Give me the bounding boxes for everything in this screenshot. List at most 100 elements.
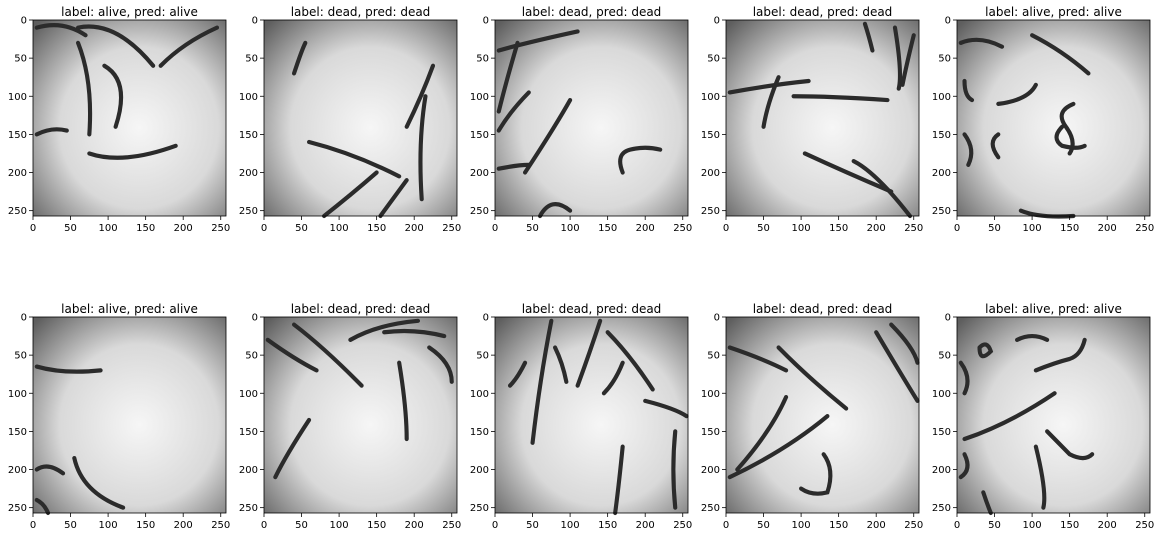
x-tick-label: 0 — [723, 520, 729, 531]
worm — [75, 40, 93, 137]
worm — [34, 464, 66, 476]
y-tick-label: 200 — [701, 168, 720, 179]
worm — [158, 25, 220, 68]
y-tick-label: 100 — [8, 92, 27, 103]
worm — [1033, 337, 1087, 373]
image-panel: label: alive, pred: alive 0 50 100 150 200 250… — [932, 302, 1154, 531]
micrograph — [957, 20, 1150, 216]
x-tick-label: 200 — [1098, 520, 1117, 531]
worm — [618, 145, 663, 175]
y-tick-label: 150 — [239, 130, 258, 141]
x-tick-label: 100 — [792, 223, 811, 234]
worm — [418, 94, 428, 202]
worm — [378, 178, 409, 219]
y-tick-label: 250 — [8, 206, 27, 217]
worm — [613, 444, 625, 516]
x-tick-label: 100 — [561, 520, 580, 531]
worm-layer — [958, 333, 1095, 516]
x-tick-label: 200 — [174, 223, 193, 234]
y-tick-label: 50 — [476, 351, 489, 362]
y-tick-label: 200 — [932, 465, 951, 476]
x-tick-label: 50 — [757, 520, 770, 531]
y-tick-label: 250 — [932, 503, 951, 514]
micrograph — [495, 20, 688, 216]
x-tick-label: 150 — [598, 520, 617, 531]
image-panel: label: alive, pred: alive 0 50 100 150 200 250… — [8, 5, 230, 234]
axes-frame — [725, 19, 920, 217]
y-tick-label: 150 — [701, 130, 720, 141]
axes-frame — [956, 316, 1151, 514]
panel-title: label: dead, pred: dead — [522, 5, 662, 19]
y-tick-label: 150 — [470, 427, 489, 438]
x-tick-label: 200 — [405, 520, 424, 531]
x-tick-label: 100 — [99, 520, 118, 531]
y-tick-label: 0 — [252, 16, 258, 27]
y-tick-label: 200 — [470, 168, 489, 179]
panel-title: label: alive, pred: alive — [985, 5, 1122, 19]
worm — [900, 33, 916, 87]
worm — [996, 82, 1038, 106]
y-tick-label: 0 — [945, 16, 951, 27]
x-tick-label: 250 — [442, 223, 461, 234]
x-tick-label: 50 — [64, 520, 77, 531]
x-tick-label: 150 — [136, 223, 155, 234]
panel-title: label: alive, pred: alive — [985, 302, 1122, 316]
y-tick-label: 250 — [470, 206, 489, 217]
x-tick-label: 250 — [673, 520, 692, 531]
worm — [75, 24, 156, 68]
worm — [1015, 333, 1050, 342]
y-tick-label: 0 — [483, 16, 489, 27]
worm — [265, 337, 319, 373]
worm — [1033, 444, 1047, 510]
y-tick-label: 200 — [470, 465, 489, 476]
worm — [522, 97, 573, 175]
x-tick-label: 200 — [405, 223, 424, 234]
x-tick-label: 150 — [367, 223, 386, 234]
x-tick-label: 0 — [954, 223, 960, 234]
y-tick-label: 200 — [8, 168, 27, 179]
x-tick-label: 200 — [174, 520, 193, 531]
x-tick-label: 150 — [367, 520, 386, 531]
y-tick-label: 150 — [8, 427, 27, 438]
x-tick-label: 250 — [904, 223, 923, 234]
axes-frame — [494, 316, 689, 514]
y-tick-label: 250 — [932, 206, 951, 217]
y-tick-label: 50 — [707, 54, 720, 65]
axes-frame — [32, 19, 227, 217]
y-tick-label: 150 — [932, 427, 951, 438]
worm — [348, 318, 421, 342]
image-panel: label: alive, pred: alive 0 50 100 150 200 250… — [8, 302, 230, 531]
y-tick-label: 0 — [945, 313, 951, 324]
axes-frame — [725, 316, 920, 514]
axes-frame — [32, 316, 227, 514]
worm — [735, 394, 789, 472]
worm — [727, 414, 830, 480]
y-tick-label: 150 — [470, 130, 489, 141]
x-tick-label: 150 — [829, 223, 848, 234]
y-tick-label: 100 — [470, 389, 489, 400]
x-tick-label: 250 — [211, 223, 230, 234]
worm-layer — [727, 21, 916, 219]
x-tick-label: 50 — [64, 223, 77, 234]
y-tick-label: 250 — [239, 206, 258, 217]
worm — [291, 322, 364, 388]
micrograph — [264, 317, 457, 513]
worm — [977, 342, 994, 359]
y-tick-label: 0 — [21, 16, 27, 27]
y-tick-label: 50 — [245, 351, 258, 362]
worm — [34, 364, 103, 374]
worm — [34, 497, 51, 516]
worm — [962, 391, 1057, 442]
worm-layer — [507, 318, 689, 516]
y-tick-label: 50 — [14, 351, 27, 362]
y-tick-label: 150 — [239, 427, 258, 438]
y-tick-label: 200 — [239, 465, 258, 476]
y-tick-label: 100 — [701, 389, 720, 400]
x-tick-label: 50 — [988, 520, 1001, 531]
worm — [34, 127, 69, 137]
x-tick-label: 100 — [561, 223, 580, 234]
x-tick-label: 0 — [261, 223, 267, 234]
x-tick-label: 200 — [636, 520, 655, 531]
